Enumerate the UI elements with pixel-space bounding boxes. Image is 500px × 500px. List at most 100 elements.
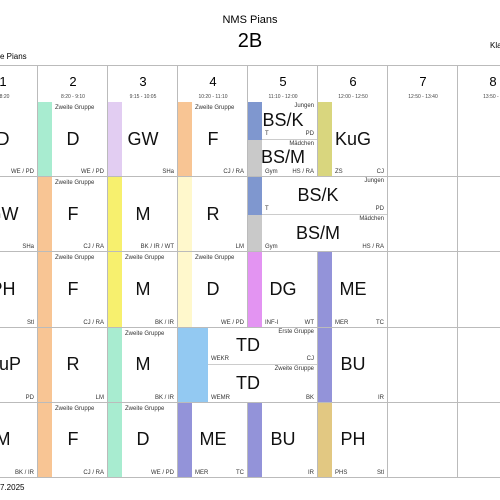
room: T bbox=[265, 130, 269, 137]
subject: M bbox=[0, 429, 37, 450]
period-time: 12:00 - 12:50 bbox=[338, 94, 368, 100]
teacher: CJ / RA bbox=[223, 169, 244, 176]
group-label: Mädchen bbox=[359, 215, 384, 222]
subject: DG bbox=[269, 278, 297, 299]
lesson: Jungen BS/K T PD Mädchen BS/M Gym HS / RA bbox=[248, 102, 318, 178]
color-stripe bbox=[38, 402, 52, 477]
color-stripe bbox=[38, 102, 52, 177]
period-divider bbox=[457, 65, 458, 102]
lesson: R LM bbox=[178, 177, 248, 253]
group-label: Zweite Gruppe bbox=[55, 255, 95, 262]
lesson: Zweite Gruppe D WE / PD bbox=[38, 102, 108, 178]
subject: KuG bbox=[334, 128, 372, 149]
lesson-part: M BK / IR bbox=[0, 403, 37, 477]
lesson: BU IR bbox=[318, 327, 388, 403]
lesson: KuG ZS CJ bbox=[318, 102, 388, 178]
subject: BS/M bbox=[295, 222, 340, 243]
lesson-part: Zweite Gruppe M BK / IR bbox=[108, 252, 177, 327]
teacher: WE / PD bbox=[80, 169, 104, 176]
teacher: BK / IR bbox=[154, 319, 174, 326]
period-number: 6 bbox=[349, 74, 357, 89]
empty-cell bbox=[388, 252, 458, 328]
teacher: CJ bbox=[306, 356, 314, 363]
period-divider bbox=[247, 65, 248, 102]
lesson-part: KuG ZS CJ bbox=[318, 102, 387, 177]
lesson: Zweite Gruppe F CJ / RA bbox=[38, 177, 108, 253]
school: NMS Pians bbox=[222, 14, 278, 26]
lesson-part: Zweite Gruppe D WE / PD bbox=[38, 102, 107, 177]
color-stripe bbox=[318, 402, 332, 477]
color-stripe bbox=[318, 102, 332, 177]
room: INF-I bbox=[265, 319, 279, 326]
lesson: Zweite Gruppe F CJ / RA bbox=[178, 102, 248, 178]
lesson-part: Zweite Gruppe D WE / PD bbox=[108, 402, 177, 477]
color-stripe bbox=[38, 327, 52, 402]
teacher: SHa bbox=[22, 244, 34, 251]
subject: TD bbox=[236, 335, 260, 356]
subject: F bbox=[67, 429, 79, 450]
teacher: CJ bbox=[376, 169, 384, 176]
subject: BS/M bbox=[260, 147, 305, 168]
empty-cell bbox=[388, 327, 458, 403]
room: WEKR bbox=[211, 356, 229, 363]
lesson: Zweite Gruppe D WE / PD bbox=[108, 402, 178, 478]
color-stripe bbox=[178, 177, 192, 252]
group-label: Zweite Gruppe bbox=[274, 366, 314, 373]
lesson-part: ME MER TC bbox=[318, 252, 387, 327]
color-stripe bbox=[248, 214, 262, 252]
group-label: Zweite Gruppe bbox=[55, 105, 95, 111]
lesson: ME MER TC bbox=[318, 252, 388, 328]
teacher: TC bbox=[236, 469, 244, 476]
right-text: Kla bbox=[490, 41, 500, 50]
lesson-part: Mädchen BS/M Gym HS / RA bbox=[248, 139, 317, 177]
period-time: 10:20 - 11:10 bbox=[198, 94, 228, 100]
color-stripe bbox=[318, 252, 332, 327]
room: PHS bbox=[335, 469, 348, 476]
lesson-part: Zweite Gruppe F CJ / RA bbox=[38, 402, 107, 477]
room: Gym bbox=[265, 244, 278, 251]
empty-cell bbox=[458, 177, 500, 253]
group-label: Mädchen bbox=[289, 140, 314, 147]
subject: ME bbox=[339, 278, 367, 299]
lesson-part: Zweite Gruppe F CJ / RA bbox=[38, 177, 107, 252]
lesson-part: GW SHa bbox=[0, 177, 37, 251]
room: T bbox=[265, 205, 269, 212]
teacher: BK / IR bbox=[154, 394, 174, 401]
lesson: Erste Gruppe TD WEKR CJ Zweite Gruppe TD WEMR B… bbox=[178, 327, 318, 403]
lesson-part: BU IR bbox=[318, 327, 387, 402]
lesson: Zweite Gruppe D WE / PD bbox=[178, 252, 248, 328]
subject: D bbox=[136, 429, 150, 450]
lesson-part: DG INF-I WT bbox=[248, 252, 317, 327]
lesson: GW SHa bbox=[0, 177, 38, 253]
subject: F bbox=[67, 203, 79, 224]
header-line bbox=[0, 65, 500, 66]
lesson: BU IR bbox=[248, 402, 318, 478]
subject: D bbox=[0, 129, 37, 150]
lesson-part: R LM bbox=[38, 327, 107, 402]
period-number: 8 bbox=[489, 74, 497, 89]
room: Gym bbox=[265, 169, 278, 176]
group-label: Zweite Gruppe bbox=[125, 330, 165, 337]
teacher: Stl bbox=[26, 319, 34, 326]
teacher: CJ / RA bbox=[83, 244, 104, 251]
left-text: e Pians bbox=[0, 52, 27, 61]
subject: F bbox=[207, 128, 219, 149]
room: MER bbox=[335, 319, 349, 326]
teacher: SHa bbox=[162, 169, 174, 176]
teacher: HS / RA bbox=[292, 169, 314, 176]
lesson-part: PH PHS Stl bbox=[318, 402, 387, 477]
color-stripe bbox=[248, 177, 262, 215]
color-stripe bbox=[108, 402, 122, 477]
lesson-part: D WE / PD bbox=[0, 102, 37, 176]
empty-cell bbox=[458, 102, 500, 178]
lesson-part: PH Stl bbox=[0, 252, 37, 326]
teacher: Stl bbox=[376, 469, 384, 476]
color-stripe bbox=[108, 177, 122, 252]
class: 2B bbox=[237, 30, 263, 52]
color-stripe bbox=[178, 402, 192, 477]
subject: GW bbox=[0, 203, 19, 224]
period-divider bbox=[37, 65, 38, 102]
period-time: 11:10 - 12:00 bbox=[268, 94, 298, 100]
teacher: WE / PD bbox=[220, 319, 244, 326]
